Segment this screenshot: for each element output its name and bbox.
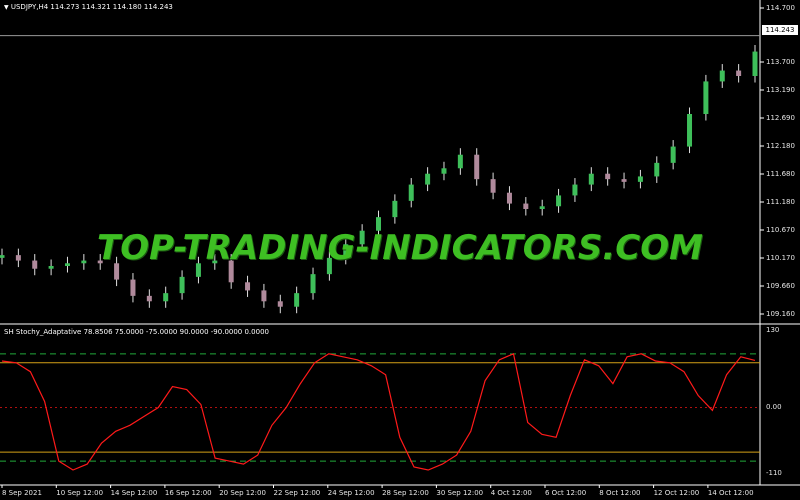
bull-candle — [48, 266, 54, 269]
bull-candle — [752, 51, 758, 76]
bull-candle — [654, 162, 660, 177]
ohlc-label: 114.273 114.321 114.180 114.243 — [50, 3, 173, 11]
bear-candle — [506, 192, 512, 204]
time-axis-label: 10 Sep 12:00 — [56, 489, 104, 497]
time-axis-label: 6 Oct 12:00 — [545, 489, 587, 497]
price-axis-label: 113.700 — [766, 58, 795, 66]
bull-candle — [425, 173, 431, 185]
bear-candle — [130, 279, 136, 296]
dropdown-triangle-icon[interactable]: ▼ — [4, 4, 9, 11]
bear-candle — [32, 260, 38, 269]
bull-candle — [539, 206, 545, 209]
watermark-text: TOP-TRADING-INDICATORS.COM — [97, 228, 703, 268]
bull-candle — [457, 154, 463, 169]
bear-candle — [523, 203, 529, 209]
bull-candle — [343, 244, 349, 258]
bear-candle — [277, 301, 283, 307]
bull-candle — [81, 260, 87, 264]
price-axis-label: 111.680 — [766, 170, 795, 178]
bear-candle — [261, 290, 267, 302]
bear-candle — [15, 255, 21, 261]
bull-candle — [670, 146, 676, 163]
time-axis-label: 30 Sep 12:00 — [436, 489, 484, 497]
bull-candle — [212, 260, 218, 264]
indicator-axis-label: 130 — [766, 326, 780, 334]
indicator-axis-label: 0.00 — [766, 403, 782, 412]
price-axis-label: 112.690 — [766, 114, 795, 122]
price-axis-label: 109.160 — [766, 310, 795, 318]
indicator-axis-label: -110 — [766, 469, 782, 477]
bull-candle — [163, 293, 169, 302]
bull-candle — [637, 176, 643, 182]
time-axis-label: 22 Sep 12:00 — [273, 489, 321, 497]
stochastic-line — [1, 352, 756, 471]
bear-candle — [114, 263, 120, 280]
bear-candle — [228, 260, 234, 283]
bull-candle — [719, 70, 725, 82]
time-axis-label: 20 Sep 12:00 — [219, 489, 266, 497]
bear-candle — [146, 295, 152, 302]
bull-candle — [408, 184, 414, 201]
price-axis-label: 110.170 — [766, 254, 795, 262]
bull-candle — [556, 195, 562, 207]
time-axis-label: 16 Sep 12:00 — [164, 489, 212, 497]
bear-candle — [97, 260, 103, 264]
bull-candle — [392, 200, 398, 218]
time-axis-label: 24 Sep 12:00 — [327, 489, 375, 497]
time-axis-label: 8 Oct 12:00 — [599, 489, 641, 497]
bear-candle — [621, 179, 627, 182]
time-axis-label: 28 Sep 12:00 — [382, 489, 429, 497]
bull-candle — [359, 230, 365, 245]
time-axis-label: 12 Oct 12:00 — [653, 489, 700, 497]
bull-candle — [441, 168, 447, 174]
price-axis-label: 110.670 — [766, 226, 795, 234]
bull-candle — [687, 114, 693, 147]
bear-candle — [490, 179, 496, 193]
bull-candle — [376, 217, 381, 231]
price-axis-label: 114.700 — [766, 4, 795, 12]
bear-candle — [605, 173, 611, 180]
time-axis-label: 14 Oct 12:00 — [707, 489, 754, 497]
bull-candle — [310, 274, 316, 294]
time-axis-label: 8 Sep 2021 — [2, 489, 42, 497]
bull-candle — [195, 263, 201, 277]
time-axis-label: 4 Oct 12:00 — [490, 489, 532, 497]
bull-candle — [572, 184, 578, 196]
bull-candle — [703, 81, 709, 114]
bull-candle — [294, 293, 300, 307]
time-axis-label: 14 Sep 12:00 — [110, 489, 158, 497]
price-axis-label: 109.660 — [766, 282, 795, 290]
price-axis-label: 113.190 — [766, 86, 795, 94]
bear-candle — [474, 154, 480, 180]
bull-candle — [326, 257, 332, 275]
bull-candle — [0, 255, 5, 258]
current-price-label: 114.243 — [762, 25, 798, 35]
bull-candle — [588, 173, 594, 185]
bear-candle — [736, 70, 742, 76]
bear-candle — [245, 282, 251, 291]
indicator-header: SH Stochy_Adaptative 78.8506 75.0000 -75… — [4, 328, 269, 336]
price-axis-label: 112.180 — [766, 142, 795, 150]
bull-candle — [64, 263, 70, 266]
symbol-label: USDJPY,H4 — [10, 3, 49, 11]
bull-candle — [179, 276, 185, 294]
price-axis-label: 111.180 — [766, 198, 795, 206]
main-header: ▼ USDJPY,H4 114.273 114.321 114.180 114.… — [4, 2, 173, 13]
